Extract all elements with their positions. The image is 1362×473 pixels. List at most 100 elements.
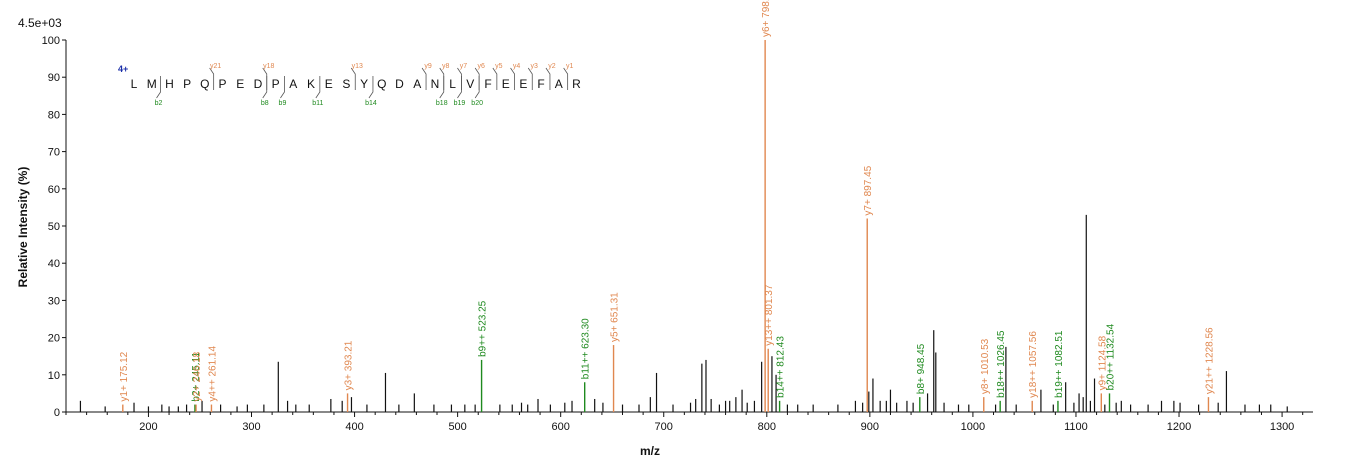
b-fragment-label: b2 (155, 100, 163, 107)
x-tick-label: 800 (758, 421, 776, 433)
y-tick-label: 30 (48, 295, 60, 307)
peak-label: y21++ 1228.56 (1204, 327, 1215, 394)
b-fragment-label: b11 (312, 100, 323, 107)
sequence-residue: P (183, 77, 191, 91)
y-tick-label: 60 (48, 184, 60, 196)
peak-label: b2+ 245.11 (191, 352, 202, 402)
y-tick-label: 100 (42, 35, 60, 47)
y-fragment-label: y6 (477, 63, 485, 70)
peak-label: y2+ 246.18 (192, 351, 203, 401)
peak-label: y1+ 175.12 (119, 351, 130, 401)
y-fragment-label: y13 (352, 63, 363, 70)
sequence-residue: A (555, 77, 563, 91)
peak-label: b19++ 1082.51 (1054, 330, 1065, 398)
peak-label: b18++ 1026.45 (996, 330, 1007, 398)
b-fragment-bracket (474, 76, 480, 99)
peaks (79, 40, 1288, 412)
y-fragment-label: y21 (210, 63, 221, 70)
sequence-residue: P (218, 77, 226, 91)
axes: 0 10 20 30 40 50 60 70 80 90 100 200 300 400 500 600 700… (42, 35, 1313, 433)
x-axis-title: m/z (640, 444, 660, 458)
peak-label: y6+ 798.38 (761, 0, 772, 37)
sequence-residue: D (254, 77, 263, 91)
b-fragment-bracket (457, 76, 462, 99)
peak-label: y3+ 393.21 (344, 340, 355, 390)
peak-label: b9++ 523.25 (478, 300, 489, 357)
y-fragment-bracket (457, 67, 462, 90)
b-fragment-bracket (315, 76, 321, 99)
y-fragment-label: y8 (442, 63, 450, 70)
y-fragment-label: y7 (460, 63, 468, 70)
b-fragment-label: b9 (279, 100, 287, 107)
y-fragment-label: y5 (495, 63, 503, 70)
peak-label: b11++ 623.30 (581, 318, 592, 379)
sequence-residue: Q (377, 77, 386, 91)
intensity-scale-label: 4.5e+03 (18, 16, 62, 30)
peak-label: y7+ 897.45 (863, 165, 874, 215)
x-tick-label: 400 (345, 421, 363, 433)
y-fragment-bracket (439, 67, 445, 90)
y-fragment-bracket (262, 67, 268, 90)
x-tick-label: 600 (551, 421, 569, 433)
x-tick-label: 1300 (1270, 421, 1294, 433)
sequence-residue: F (484, 77, 491, 91)
y-fragment-bracket (209, 67, 215, 90)
y-fragment-bracket (545, 67, 551, 90)
y-fragment-bracket (474, 67, 480, 90)
sequence-residue: R (572, 77, 581, 91)
y-tick-label: 70 (48, 147, 60, 159)
sequence-residue: E (502, 77, 510, 91)
x-tick-label: 1200 (1167, 421, 1191, 433)
b-fragment-label: b19 (454, 100, 466, 107)
x-tick-label: 900 (861, 421, 879, 433)
b-fragment-bracket (368, 76, 374, 99)
peak-label: y4++ 261.14 (207, 346, 218, 402)
y-fragment-bracket (492, 67, 498, 90)
y-tick-label: 80 (48, 109, 60, 121)
sequence-residue: P (272, 77, 280, 91)
y-fragment-bracket (563, 67, 569, 90)
charge-state-label: 4+ (118, 64, 128, 74)
sequence-residue: K (307, 77, 315, 91)
y-fragment-label: y1 (566, 63, 574, 70)
sequence-residue: M (147, 77, 157, 91)
y-fragment-label: y4 (513, 63, 521, 70)
b-fragment-bracket (156, 76, 161, 99)
y-fragment-label: y9 (424, 63, 432, 70)
b-fragment-bracket (439, 76, 445, 99)
peak-label: y9+ 1124.58 (1097, 335, 1108, 390)
y-tick-label: 0 (54, 407, 60, 419)
sequence-residue: L (449, 77, 456, 91)
x-tick-label: 200 (139, 421, 157, 433)
sequence-residue: Y (360, 77, 368, 91)
sequence-residue: V (466, 77, 474, 91)
x-tick-label: 700 (655, 421, 673, 433)
peak-label: b14++ 812.43 (776, 336, 787, 398)
peak-label: y5+ 651.31 (610, 292, 621, 342)
b-fragment-bracket (280, 76, 285, 99)
b-fragment-bracket (262, 76, 268, 99)
y-fragment-label: y3 (531, 63, 539, 70)
x-tick-label: 1100 (1064, 421, 1088, 433)
b-fragment-label: b14 (365, 100, 377, 107)
x-tick-label: 300 (242, 421, 260, 433)
sequence-residue: F (537, 77, 544, 91)
sequence-residue: Q (200, 77, 209, 91)
b-fragment-label: b20 (471, 100, 483, 107)
y-fragment-label: y18 (263, 63, 274, 70)
y-fragment-bracket (350, 67, 356, 90)
sequence-residue: A (413, 77, 421, 91)
y-tick-label: 90 (48, 72, 60, 84)
y-tick-label: 20 (48, 333, 60, 345)
sequence-residue: L (131, 77, 138, 91)
b-fragment-label: b8 (261, 100, 269, 107)
x-tick-label: 1000 (961, 421, 985, 433)
sequence-residue: D (395, 77, 404, 91)
y-tick-label: 10 (48, 370, 60, 382)
peak-label: y8+ 1010.53 (980, 338, 991, 394)
y-tick-label: 40 (48, 258, 60, 270)
sequence-residue: H (165, 77, 174, 91)
